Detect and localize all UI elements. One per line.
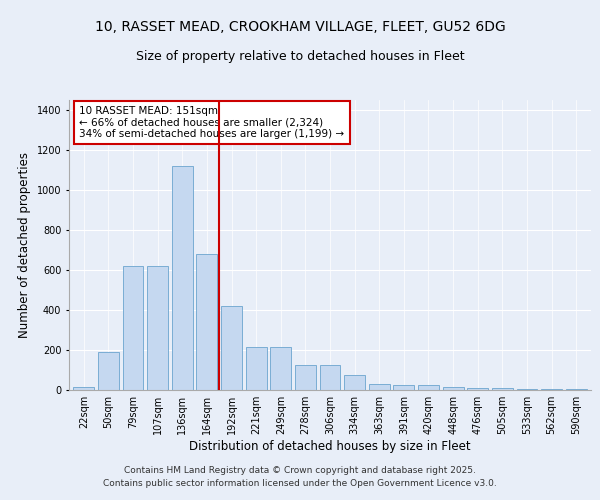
Bar — [295, 365, 316, 390]
Bar — [443, 387, 464, 390]
Text: 10, RASSET MEAD, CROOKHAM VILLAGE, FLEET, GU52 6DG: 10, RASSET MEAD, CROOKHAM VILLAGE, FLEET… — [95, 20, 505, 34]
Bar — [270, 347, 291, 390]
Bar — [418, 385, 439, 390]
X-axis label: Distribution of detached houses by size in Fleet: Distribution of detached houses by size … — [189, 440, 471, 453]
Text: Contains HM Land Registry data © Crown copyright and database right 2025.
Contai: Contains HM Land Registry data © Crown c… — [103, 466, 497, 487]
Bar — [344, 375, 365, 390]
Bar — [122, 266, 143, 390]
Bar — [98, 352, 119, 390]
Bar — [517, 389, 538, 390]
Bar — [394, 385, 415, 390]
Bar — [320, 365, 340, 390]
Text: 10 RASSET MEAD: 151sqm
← 66% of detached houses are smaller (2,324)
34% of semi-: 10 RASSET MEAD: 151sqm ← 66% of detached… — [79, 106, 344, 139]
Y-axis label: Number of detached properties: Number of detached properties — [18, 152, 31, 338]
Text: Size of property relative to detached houses in Fleet: Size of property relative to detached ho… — [136, 50, 464, 63]
Bar — [492, 388, 513, 390]
Bar — [73, 387, 94, 390]
Bar — [221, 306, 242, 390]
Bar — [172, 166, 193, 390]
Bar — [369, 384, 390, 390]
Bar — [147, 266, 168, 390]
Bar — [196, 254, 217, 390]
Bar — [245, 347, 266, 390]
Bar — [467, 388, 488, 390]
Bar — [541, 389, 562, 390]
Bar — [566, 389, 587, 390]
